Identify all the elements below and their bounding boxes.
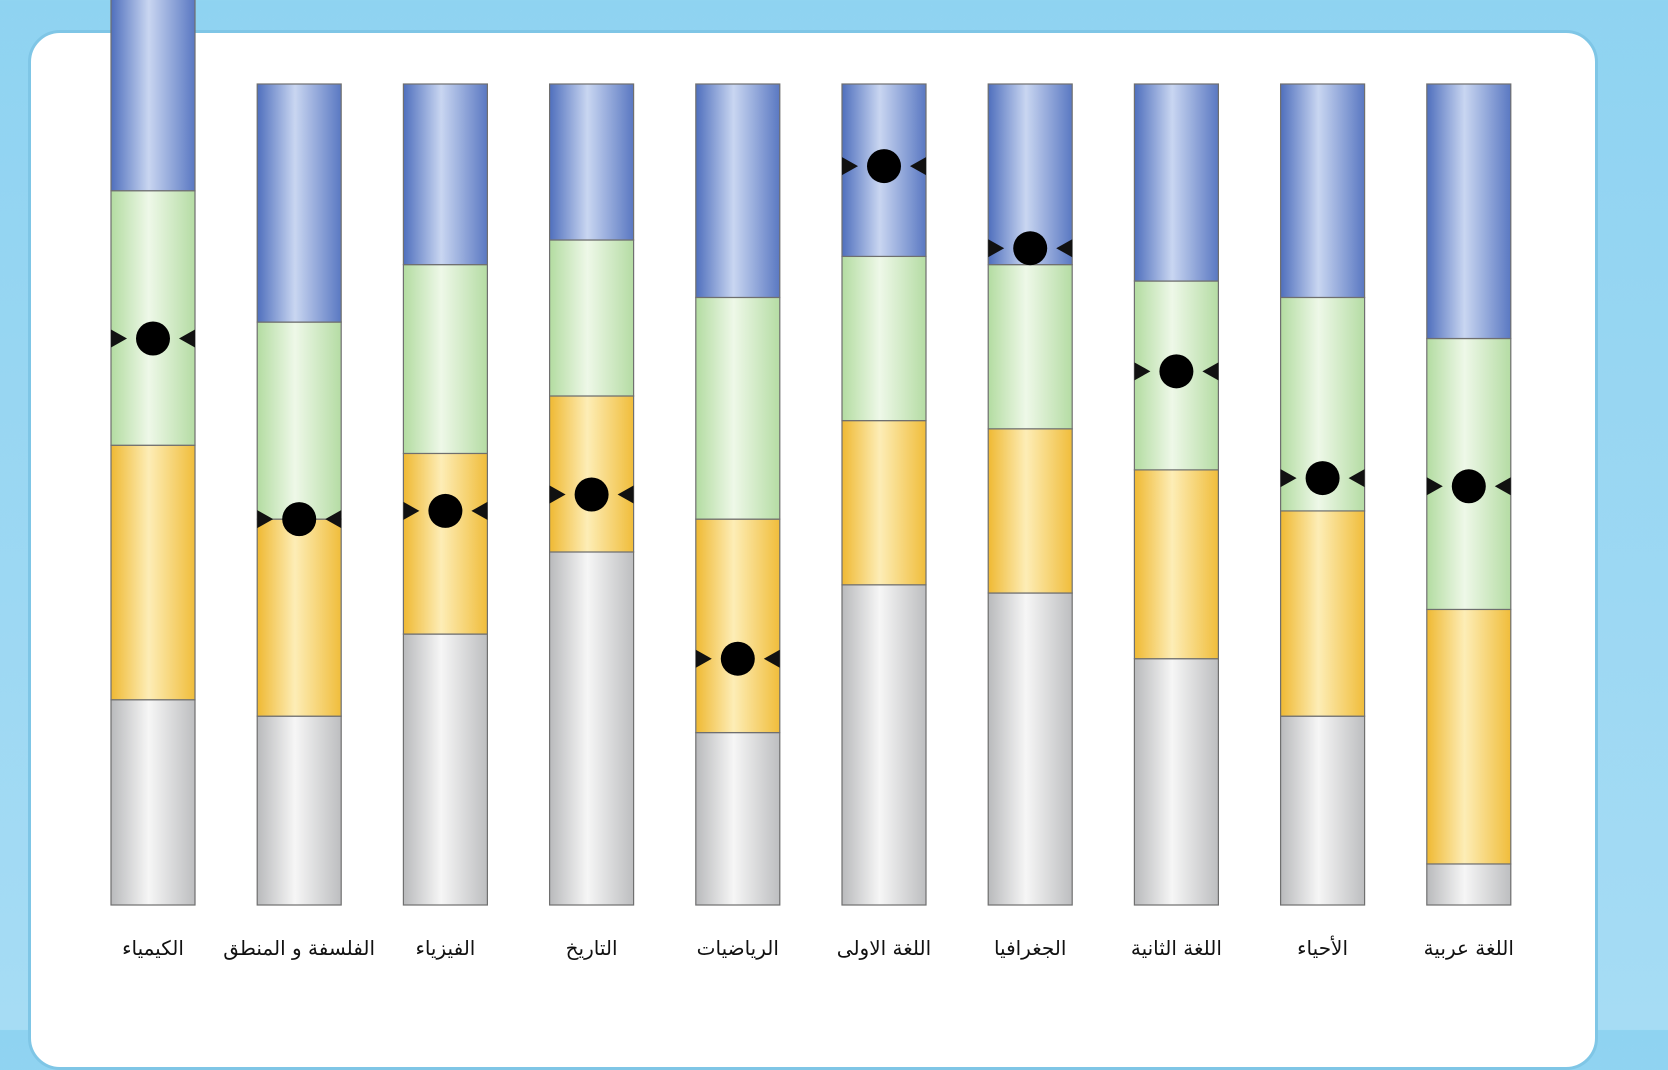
marker-left bbox=[403, 501, 420, 520]
subject-bar bbox=[1426, 83, 1512, 906]
subject-label: اللغة الثانية bbox=[1131, 936, 1222, 960]
band-segment-gray bbox=[1426, 863, 1512, 906]
subject-bar bbox=[695, 83, 781, 906]
subject-bar bbox=[1279, 83, 1366, 906]
subject-label: اللغة عربية bbox=[1424, 936, 1514, 960]
band-segment-green bbox=[402, 264, 488, 455]
marker-left bbox=[111, 329, 127, 348]
band-segment-yellow bbox=[1426, 608, 1512, 865]
marker-right bbox=[1494, 477, 1511, 496]
score-dot bbox=[867, 149, 901, 184]
subject-bar bbox=[256, 83, 342, 906]
subject-label: الأحياء bbox=[1297, 936, 1348, 960]
band-segment-gray bbox=[402, 633, 488, 906]
marker-left bbox=[1280, 469, 1297, 488]
marker-right bbox=[325, 510, 342, 529]
marker-left bbox=[549, 485, 566, 504]
subject-label: الفلسفة و المنطق bbox=[223, 936, 375, 960]
band-segment-green bbox=[110, 190, 196, 446]
band-segment-blue bbox=[1279, 83, 1366, 299]
labels-layer: الكيمياء الفلسفة و المنطق الفيزياء التاريخ ا… bbox=[122, 936, 1514, 960]
band-segment-gray bbox=[256, 715, 342, 906]
band-segment-gray bbox=[841, 584, 927, 906]
marker-right bbox=[1202, 362, 1219, 381]
band-segment-gray bbox=[548, 551, 635, 906]
score-dot bbox=[1451, 469, 1486, 504]
band-segment-yellow bbox=[1133, 469, 1220, 660]
band-segment-blue bbox=[402, 83, 488, 266]
band-segment-yellow bbox=[841, 420, 927, 586]
band-segment-green bbox=[987, 264, 1073, 430]
band-segment-green bbox=[695, 296, 781, 520]
band-segment-yellow bbox=[987, 428, 1073, 594]
marker-left bbox=[1134, 362, 1151, 381]
score-dot bbox=[1305, 461, 1340, 496]
subject-bar bbox=[1133, 83, 1220, 906]
subject-label: الرياضيات bbox=[697, 936, 779, 960]
band-segment-yellow bbox=[1279, 510, 1366, 717]
band-segment-gray bbox=[695, 731, 781, 906]
score-dot bbox=[428, 493, 463, 528]
marker-right bbox=[1056, 239, 1073, 258]
subject-bar bbox=[987, 83, 1073, 906]
marker-left bbox=[695, 649, 712, 668]
band-segment-yellow bbox=[548, 395, 635, 553]
band-segment-gray bbox=[1133, 658, 1220, 906]
subject-label: الجغرافيا bbox=[994, 936, 1067, 960]
marker-left bbox=[988, 239, 1005, 258]
marker-left bbox=[1426, 477, 1443, 496]
marker-right bbox=[1348, 469, 1365, 488]
band-segment-gray bbox=[1279, 715, 1366, 906]
band-segment-green bbox=[548, 239, 635, 397]
subject-bar bbox=[402, 83, 488, 906]
score-dot bbox=[574, 477, 609, 512]
band-segment-yellow bbox=[695, 518, 781, 734]
band-segment-blue bbox=[695, 83, 781, 299]
band-segment-yellow bbox=[110, 444, 196, 701]
marker-right bbox=[763, 649, 780, 668]
band-segment-green bbox=[841, 255, 927, 422]
subject-label: اللغة الاولى bbox=[837, 936, 931, 960]
subject-bands-chart: الكيمياء الفلسفة و المنطق الفيزياء التاريخ ا… bbox=[110, 0, 1514, 960]
marker-right bbox=[910, 157, 926, 176]
score-dot bbox=[136, 321, 170, 356]
subject-label: الكيمياء bbox=[122, 936, 184, 960]
subject-bar bbox=[110, 0, 196, 906]
band-segment-blue bbox=[1426, 83, 1512, 340]
band-segment-gray bbox=[987, 592, 1073, 906]
subject-bar bbox=[548, 83, 635, 906]
band-segment-blue bbox=[110, 0, 196, 192]
marker-right bbox=[617, 485, 634, 504]
score-dot bbox=[720, 641, 755, 676]
band-segment-blue bbox=[256, 83, 342, 323]
subject-bar bbox=[841, 83, 927, 906]
marker-left bbox=[842, 157, 858, 176]
subject-label: التاريخ bbox=[566, 936, 618, 960]
band-segment-yellow bbox=[256, 518, 342, 717]
marker-right bbox=[179, 329, 195, 348]
score-dot bbox=[1013, 231, 1048, 266]
score-dot bbox=[1159, 354, 1194, 389]
marker-left bbox=[257, 510, 274, 529]
marker-right bbox=[471, 501, 488, 520]
score-dot bbox=[282, 502, 317, 537]
band-segment-blue bbox=[1133, 83, 1220, 282]
subject-label: الفيزياء bbox=[415, 936, 475, 960]
band-segment-gray bbox=[110, 699, 196, 906]
band-segment-green bbox=[256, 321, 342, 520]
band-segment-yellow bbox=[402, 452, 488, 635]
bars-layer bbox=[110, 0, 1512, 906]
band-segment-blue bbox=[548, 83, 635, 241]
